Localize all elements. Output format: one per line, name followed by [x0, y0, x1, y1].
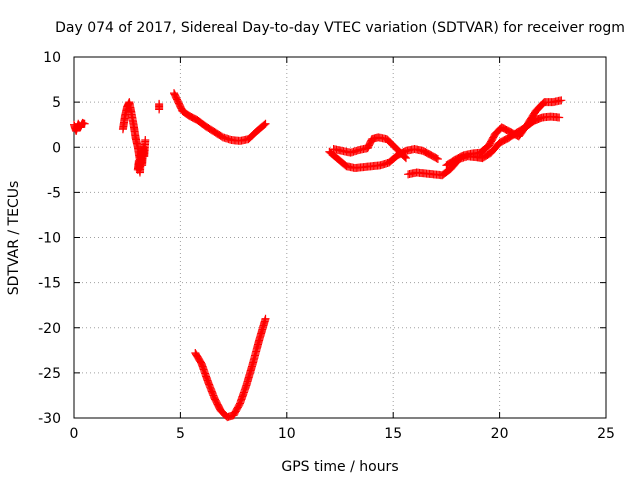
x-tick-label: 10	[278, 426, 296, 442]
x-tick-label: 5	[176, 426, 185, 442]
x-axis-label: GPS time / hours	[281, 459, 398, 475]
y-tick-label: 10	[43, 50, 61, 66]
data-points	[70, 89, 566, 422]
y-tick-label: -15	[38, 276, 61, 292]
series-segment-8	[329, 133, 410, 163]
y-tick-label: 5	[52, 95, 61, 111]
data-point	[432, 154, 441, 163]
y-axis-label: SDTVAR / TECUs	[6, 181, 22, 296]
x-tick-label: 20	[491, 426, 509, 442]
series-segment-10	[442, 96, 566, 170]
y-tick-label: -25	[38, 366, 61, 382]
x-tick-label: 0	[70, 426, 79, 442]
data-point	[261, 314, 270, 323]
chart-title: Day 074 of 2017, Sidereal Day-to-day VTE…	[55, 20, 625, 36]
y-tick-label: -20	[38, 321, 61, 337]
data-point	[260, 120, 269, 129]
x-tick-label: 25	[597, 426, 615, 442]
y-tick-label: -10	[38, 231, 61, 247]
series-segment-5	[170, 89, 270, 145]
series-segment-1	[70, 118, 89, 136]
y-tick-label: -5	[47, 185, 61, 201]
data-point	[261, 119, 270, 128]
data-point	[401, 154, 410, 163]
data-point	[400, 153, 409, 162]
series-segment-4	[155, 99, 164, 114]
x-tick-label: 15	[384, 426, 402, 442]
data-point	[141, 136, 150, 145]
y-tick-label: 0	[52, 140, 61, 156]
data-point	[557, 96, 566, 105]
series-segment-6	[191, 314, 270, 422]
series-segment-7	[325, 145, 442, 173]
y-tick-label: -30	[38, 411, 61, 427]
series-segment-9	[404, 112, 564, 180]
data-point	[155, 105, 164, 114]
data-point	[433, 154, 442, 163]
data-point	[538, 100, 547, 109]
grid-lines	[74, 57, 606, 418]
data-point	[80, 119, 89, 128]
series-segment-3	[133, 136, 150, 177]
axis-ticks: 0 5 10 15 20 25 -30 -25 -20 -15 -10 -5 0 5 10	[38, 50, 615, 442]
data-point	[555, 113, 564, 122]
